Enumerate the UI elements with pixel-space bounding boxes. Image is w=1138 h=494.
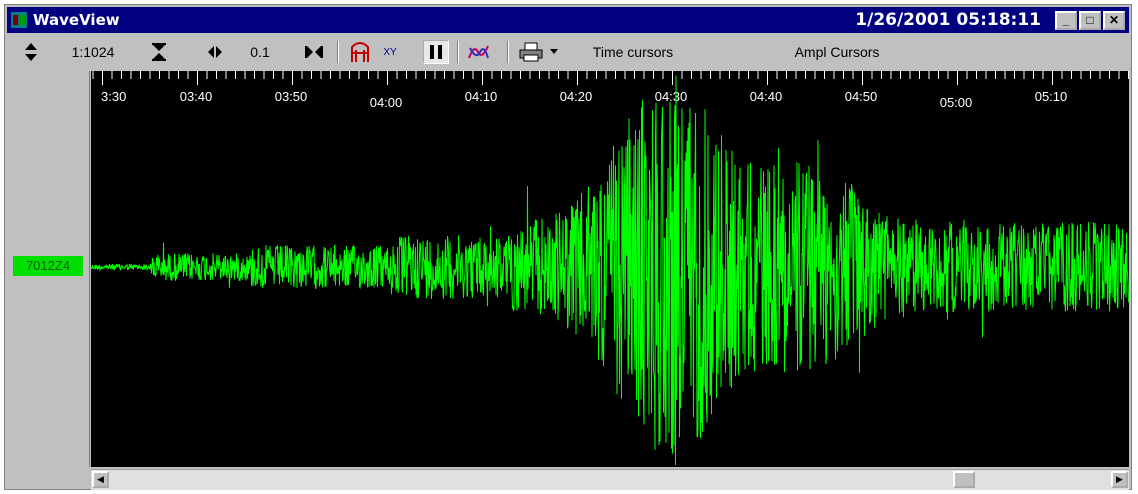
horizontal-scrollbar[interactable]: ◀ ▶ xyxy=(91,469,1129,490)
plot-area: 7012Z4 3:30 03:40 03:50 04:00 04:10 04:20 04:3… xyxy=(7,71,1129,467)
toolbar: 1:1024 0.1 XY Time cursor xyxy=(7,35,1129,69)
time-tick-label: 03:50 xyxy=(275,89,308,104)
time-tick-label: 04:50 xyxy=(845,89,878,104)
right-arrow-icon: ▶ xyxy=(1116,474,1123,484)
minimize-button[interactable]: _ xyxy=(1055,11,1077,30)
close-button[interactable]: ✕ xyxy=(1103,11,1125,30)
time-tick-label: 04:00 xyxy=(370,95,403,110)
filter-icon xyxy=(351,42,369,62)
scroll-thumb[interactable] xyxy=(953,471,975,488)
maximize-button[interactable]: □ xyxy=(1079,11,1101,30)
amplitude-scale-button[interactable] xyxy=(21,40,41,64)
xy-plot-icon: XY xyxy=(383,46,397,58)
zoom-vertical-icon xyxy=(152,43,166,61)
time-tick-label: 04:40 xyxy=(750,89,783,104)
dropdown-arrow-icon xyxy=(550,49,558,54)
scroll-right-button[interactable]: ▶ xyxy=(1111,471,1128,488)
print-button[interactable] xyxy=(517,40,545,64)
time-tick-label: 05:00 xyxy=(940,95,973,110)
zoom-horizontal-button[interactable] xyxy=(303,40,325,64)
time-tick-label: 04:20 xyxy=(560,89,593,104)
time-tick-label: 3:30 xyxy=(101,89,126,104)
waveform-plot[interactable]: 3:30 03:40 03:50 04:00 04:10 04:20 04:30 04:40 0… xyxy=(91,71,1129,467)
title-bar[interactable]: WaveView 1/26/2001 05:18:11 _ □ ✕ xyxy=(7,7,1129,33)
window-title: WaveView xyxy=(33,11,120,29)
scroll-left-button[interactable]: ◀ xyxy=(92,471,109,488)
spectrum-icon xyxy=(468,45,489,59)
pause-button[interactable] xyxy=(423,40,449,64)
updown-arrows-icon xyxy=(25,43,37,61)
time-axis-labels: 3:30 03:40 03:50 04:00 04:10 04:20 04:30 04:40 0… xyxy=(101,89,1067,110)
amplitude-scale-value: 1:1024 xyxy=(71,44,115,60)
time-tick-label: 04:30 xyxy=(655,89,688,104)
left-arrow-icon: ◀ xyxy=(97,474,104,484)
waveview-window: WaveView 1/26/2001 05:18:11 _ □ ✕ 1:1024… xyxy=(4,4,1132,490)
time-scale-button[interactable] xyxy=(205,40,225,64)
time-tick-label: 03:40 xyxy=(180,89,213,104)
zoom-horizontal-icon xyxy=(305,46,323,58)
datetime-display: 1/26/2001 05:18:11 xyxy=(855,10,1041,30)
zoom-vertical-button[interactable] xyxy=(149,40,169,64)
app-icon xyxy=(11,12,27,28)
time-tick-label: 04:10 xyxy=(465,89,498,104)
time-tick-label: 05:10 xyxy=(1035,89,1068,104)
filter-button[interactable] xyxy=(349,40,371,64)
maximize-icon: □ xyxy=(1086,13,1094,27)
close-icon: ✕ xyxy=(1108,13,1120,27)
print-icon xyxy=(519,42,543,62)
spectrum-button[interactable] xyxy=(465,40,491,64)
ampl-cursors-button[interactable]: Ampl Cursors xyxy=(794,44,880,60)
time-scale-value: 0.1 xyxy=(250,44,270,60)
time-cursors-button[interactable]: Time cursors xyxy=(592,44,674,60)
leftright-arrows-icon xyxy=(208,46,222,58)
xy-plot-button[interactable]: XY xyxy=(377,40,403,64)
time-axis-ticks xyxy=(92,71,1129,85)
minimize-icon: _ xyxy=(1062,13,1070,27)
seismic-trace xyxy=(91,75,1129,466)
channel-label[interactable]: 7012Z4 xyxy=(13,256,83,276)
pause-icon xyxy=(430,45,442,59)
channel-label-column: 7012Z4 xyxy=(7,71,90,467)
print-dropdown-button[interactable] xyxy=(547,40,561,64)
